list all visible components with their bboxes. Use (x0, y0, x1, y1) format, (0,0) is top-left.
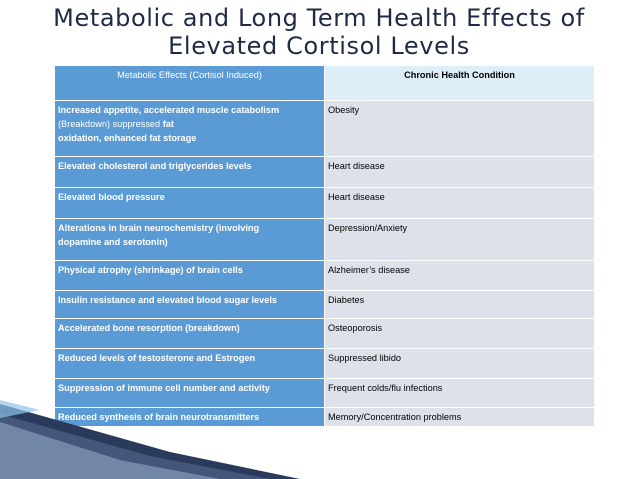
condition-cell: Depression/Anxiety (324, 218, 595, 261)
slide-title-line-2: Elevated Cortisol Levels (168, 32, 470, 60)
table-row: Reduced synthesis of brain neurotransmit… (54, 407, 595, 427)
effect-text-line: oxidation, enhanced fat storage (58, 133, 197, 143)
effect-cell: Suppression of immune cell number and ac… (54, 378, 325, 408)
effect-cell: Physical atrophy (shrinkage) of brain ce… (54, 260, 325, 291)
effect-cell: Elevated blood pressure (54, 187, 325, 219)
effect-text-subline: (Breakdown) suppressed (58, 119, 161, 129)
table-header-row: Metabolic Effects (Cortisol Induced) Chr… (54, 65, 595, 101)
header-metabolic-effects: Metabolic Effects (Cortisol Induced) (54, 65, 325, 101)
slide-title-line-1: Metabolic and Long Term Health Effects o… (53, 4, 585, 32)
effect-text-line: Increased appetite, accelerated muscle c… (58, 105, 280, 115)
effect-cell: Alterations in brain neurochemistry (inv… (54, 218, 325, 261)
swoosh-light-band (0, 422, 220, 479)
swoosh-accent (0, 400, 40, 418)
table-row: Elevated blood pressure Heart disease (54, 187, 595, 219)
table-row: Suppression of immune cell number and ac… (54, 378, 595, 408)
table-row: Reduced levels of testosterone and Estro… (54, 348, 595, 379)
effect-text-word: fat (162, 119, 174, 129)
effect-cell: Reduced levels of testosterone and Estro… (54, 348, 325, 379)
effect-cell: Accelerated bone resorption (breakdown) (54, 318, 325, 349)
condition-cell: Osteoporosis (324, 318, 595, 349)
table-row: Increased appetite, accelerated muscle c… (54, 100, 595, 157)
table-row: Insulin resistance and elevated blood su… (54, 290, 595, 319)
decorative-swoosh (0, 400, 300, 479)
table-row: Physical atrophy (shrinkage) of brain ce… (54, 260, 595, 291)
effect-cell: Insulin resistance and elevated blood su… (54, 290, 325, 319)
effect-text-line: Alterations in brain neurochemistry (inv… (58, 223, 260, 233)
slide-title: Metabolic and Long Term Health Effects o… (0, 4, 638, 60)
health-effects-table: Metabolic Effects (Cortisol Induced) Chr… (54, 65, 595, 427)
condition-cell: Suppressed libido (324, 348, 595, 379)
condition-cell: Frequent colds/flu infections (324, 378, 595, 408)
condition-cell: Heart disease (324, 187, 595, 219)
effect-text-line: dopamine and serotonin) (58, 237, 168, 247)
condition-cell: Heart disease (324, 156, 595, 188)
condition-cell: Obesity (324, 100, 595, 157)
condition-cell: Alzheimer’s disease (324, 260, 595, 291)
effect-cell: Elevated cholesterol and triglycerides l… (54, 156, 325, 188)
table-row: Alterations in brain neurochemistry (inv… (54, 218, 595, 261)
header-chronic-condition: Chronic Health Condition (324, 65, 595, 101)
condition-cell: Memory/Concentration problems (324, 407, 595, 427)
table-row: Elevated cholesterol and triglycerides l… (54, 156, 595, 188)
condition-cell: Diabetes (324, 290, 595, 319)
table-row: Accelerated bone resorption (breakdown) … (54, 318, 595, 349)
effect-cell: Reduced synthesis of brain neurotransmit… (54, 407, 325, 427)
effect-cell: Increased appetite, accelerated muscle c… (54, 100, 325, 157)
